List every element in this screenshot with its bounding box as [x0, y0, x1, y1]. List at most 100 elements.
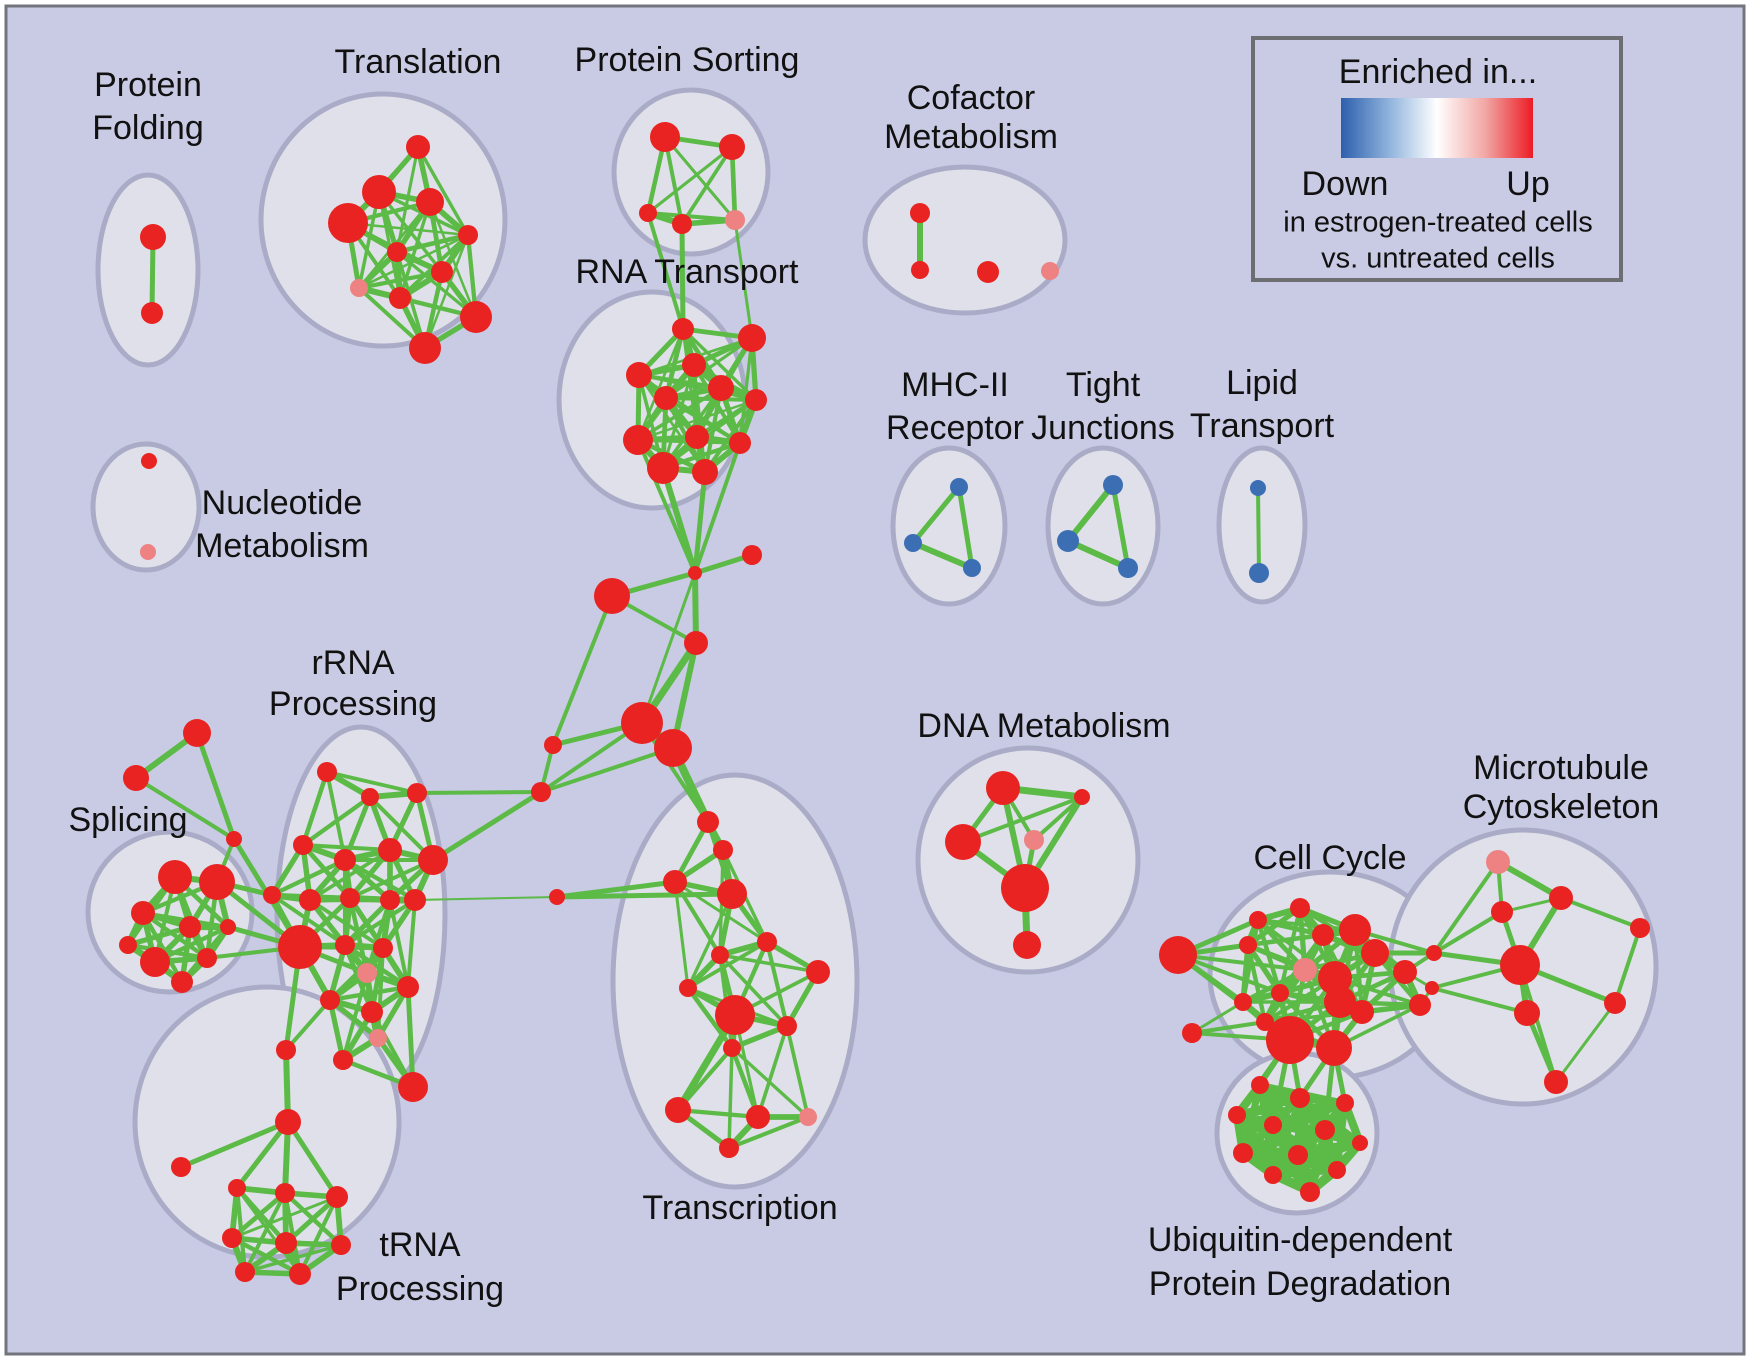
rna-transport-node-4[interactable]	[654, 386, 678, 410]
dna-metabolism-node-1[interactable]	[1074, 789, 1090, 805]
transcription-node-12[interactable]	[665, 1097, 691, 1123]
backbone-node-0[interactable]	[688, 566, 702, 580]
ubiquitin-degradation-node-0[interactable]	[1251, 1076, 1269, 1094]
splicing-satellite-node-2[interactable]	[226, 831, 242, 847]
backbone-node-6[interactable]	[544, 736, 562, 754]
rrna-processing-node-10[interactable]	[380, 890, 400, 910]
cell-cycle-node-0[interactable]	[1159, 936, 1197, 974]
rrna-processing-node-5[interactable]	[334, 849, 356, 871]
dna-metabolism-node-4[interactable]	[1001, 864, 1049, 912]
cell-cycle-node-3[interactable]	[1290, 898, 1310, 918]
cell-cycle-node-2[interactable]	[1249, 911, 1267, 929]
splicing-node-1[interactable]	[199, 864, 235, 900]
cell-cycle-node-16[interactable]	[1409, 994, 1431, 1016]
rna-transport-node-9[interactable]	[729, 432, 751, 454]
transcription-node-0[interactable]	[697, 811, 719, 833]
rrna-processing-node-11[interactable]	[404, 889, 426, 911]
ubiquitin-degradation-node-5[interactable]	[1315, 1120, 1335, 1140]
rrna-processing-node-12[interactable]	[278, 925, 322, 969]
tight-junctions-node-2[interactable]	[1118, 558, 1138, 578]
transcription-node-5[interactable]	[757, 932, 777, 952]
rrna-processing-node-9[interactable]	[340, 888, 360, 908]
rrna-processing-node-19[interactable]	[398, 1072, 428, 1102]
transcription-node-9[interactable]	[715, 995, 755, 1035]
rna-transport-node-8[interactable]	[685, 425, 709, 449]
rrna-processing-node-13[interactable]	[335, 935, 355, 955]
trna-processing-node-9[interactable]	[235, 1262, 255, 1282]
microtubule-cytoskeleton-node-5[interactable]	[1604, 992, 1626, 1014]
microtubule-cytoskeleton-node-3[interactable]	[1630, 918, 1650, 938]
cell-cycle-node-20[interactable]	[1425, 981, 1439, 995]
trna-processing-node-7[interactable]	[275, 1232, 297, 1254]
rrna-processing-node-20[interactable]	[369, 1029, 387, 1047]
lipid-transport-node-0[interactable]	[1250, 480, 1266, 496]
cell-cycle-node-13[interactable]	[1256, 1013, 1274, 1031]
cell-cycle-node-17[interactable]	[1266, 1016, 1314, 1064]
backbone-node-2[interactable]	[594, 578, 630, 614]
trna-processing-node-10[interactable]	[289, 1263, 311, 1285]
rna-transport-node-6[interactable]	[745, 389, 767, 411]
splicing-node-2[interactable]	[131, 901, 155, 925]
trna-processing-node-0[interactable]	[276, 1040, 296, 1060]
microtubule-cytoskeleton-node-7[interactable]	[1544, 1070, 1568, 1094]
rrna-processing-node-18[interactable]	[397, 976, 419, 998]
translation-node-7[interactable]	[350, 279, 368, 297]
rrna-processing-node-15[interactable]	[357, 963, 377, 983]
tight-junctions-node-0[interactable]	[1103, 475, 1123, 495]
backbone-node-7[interactable]	[531, 782, 551, 802]
translation-node-6[interactable]	[431, 261, 453, 283]
translation-node-9[interactable]	[460, 301, 492, 333]
trna-processing-node-8[interactable]	[331, 1235, 351, 1255]
transcription-node-3[interactable]	[717, 879, 747, 909]
protein-sorting-node-1[interactable]	[719, 134, 745, 160]
rrna-processing-node-0[interactable]	[317, 762, 337, 782]
backbone-node-3[interactable]	[684, 631, 708, 655]
rna-transport-node-10[interactable]	[647, 452, 679, 484]
transcription-node-2[interactable]	[663, 870, 687, 894]
cell-cycle-node-5[interactable]	[1312, 924, 1334, 946]
protein-folding-node-0[interactable]	[140, 224, 166, 250]
protein-sorting-node-0[interactable]	[650, 122, 680, 152]
cell-cycle-node-11[interactable]	[1271, 984, 1289, 1002]
ubiquitin-degradation-node-6[interactable]	[1352, 1135, 1368, 1151]
ubiquitin-degradation-node-9[interactable]	[1328, 1161, 1346, 1179]
dna-metabolism-node-5[interactable]	[1013, 931, 1041, 959]
ubiquitin-degradation-node-10[interactable]	[1264, 1166, 1282, 1184]
rrna-processing-node-8[interactable]	[299, 889, 321, 911]
microtubule-cytoskeleton-node-1[interactable]	[1549, 886, 1573, 910]
translation-node-3[interactable]	[328, 203, 368, 243]
rrna-processing-node-17[interactable]	[361, 1001, 383, 1023]
transcription-node-14[interactable]	[799, 1108, 817, 1126]
transcription-node-4[interactable]	[549, 889, 565, 905]
rrna-processing-node-1[interactable]	[361, 788, 379, 806]
rrna-processing-node-2[interactable]	[407, 783, 427, 803]
splicing-satellite-node-0[interactable]	[183, 719, 211, 747]
protein-sorting-node-4[interactable]	[725, 210, 745, 230]
rna-transport-node-11[interactable]	[692, 459, 718, 485]
rna-transport-node-2[interactable]	[626, 362, 652, 388]
lipid-transport-node-1[interactable]	[1249, 563, 1269, 583]
ubiquitin-degradation-node-2[interactable]	[1336, 1094, 1354, 1112]
cell-cycle-node-1[interactable]	[1182, 1023, 1202, 1043]
mhc-ii-receptor-node-1[interactable]	[904, 534, 922, 552]
transcription-node-15[interactable]	[719, 1138, 739, 1158]
backbone-node-4[interactable]	[621, 702, 663, 744]
trna-processing-node-5[interactable]	[326, 1186, 348, 1208]
splicing-node-8[interactable]	[197, 948, 217, 968]
translation-node-8[interactable]	[389, 287, 411, 309]
cofactor-metabolism-node-2[interactable]	[977, 261, 999, 283]
cell-cycle-node-10[interactable]	[1234, 993, 1252, 1011]
rrna-processing-node-7[interactable]	[263, 886, 281, 904]
transcription-node-6[interactable]	[711, 946, 729, 964]
dna-metabolism-node-2[interactable]	[945, 824, 981, 860]
rrna-processing-node-4[interactable]	[378, 838, 402, 862]
rrna-processing-node-16[interactable]	[320, 990, 340, 1010]
backbone-node-1[interactable]	[742, 545, 762, 565]
rrna-processing-node-3[interactable]	[418, 845, 448, 875]
ubiquitin-degradation-node-1[interactable]	[1290, 1088, 1310, 1108]
microtubule-cytoskeleton-node-6[interactable]	[1514, 1000, 1540, 1026]
trna-processing-node-4[interactable]	[275, 1183, 295, 1203]
cofactor-metabolism-node-0[interactable]	[910, 203, 930, 223]
cell-cycle-node-18[interactable]	[1316, 1030, 1352, 1066]
cell-cycle-node-15[interactable]	[1393, 960, 1417, 984]
